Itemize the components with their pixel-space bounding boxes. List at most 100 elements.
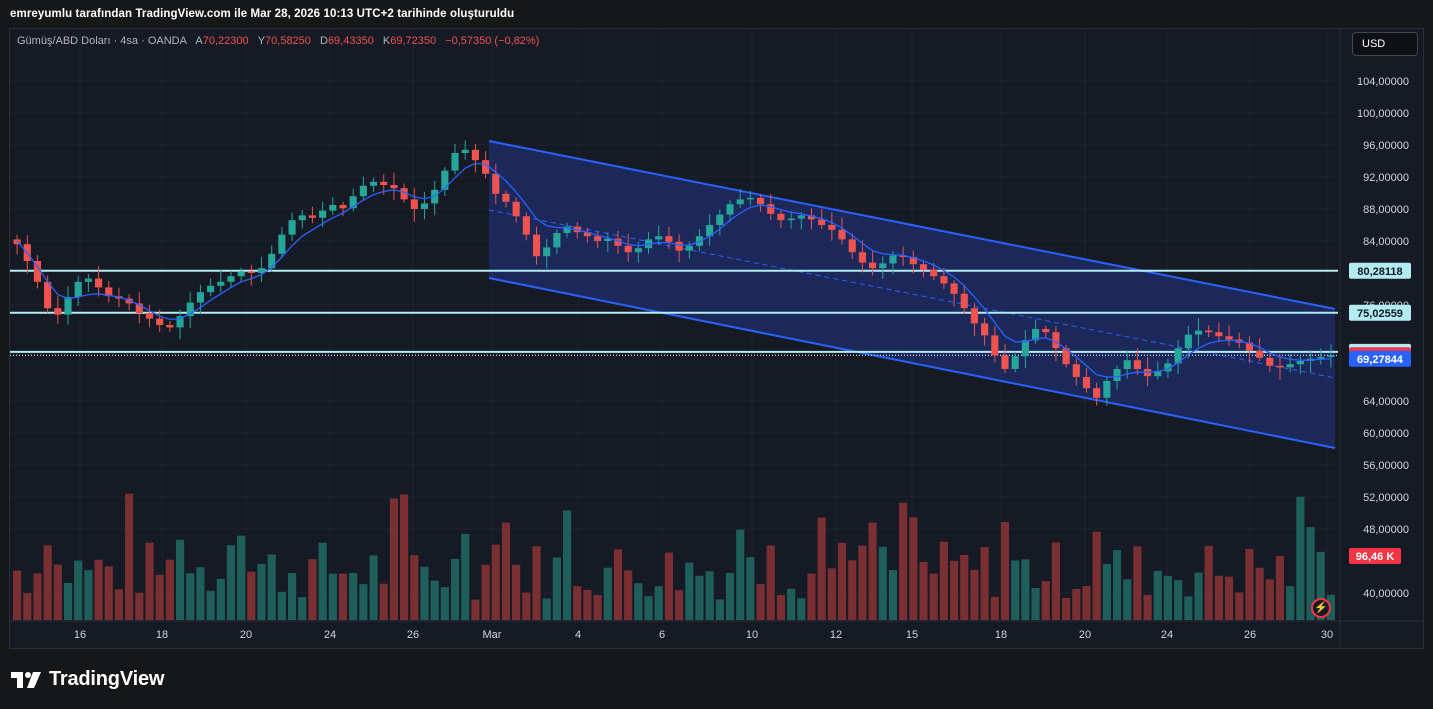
- candle-body: [1103, 381, 1111, 398]
- time-axis: 16 18 20 24 26 Mar 4 6 10 12 15 18 20 24 26 30: [74, 629, 1333, 641]
- candle-body: [461, 149, 469, 153]
- candle-body: [84, 278, 92, 282]
- moving-average: [16, 162, 1331, 378]
- candle-body: [532, 234, 541, 257]
- volume-bar: [410, 555, 419, 620]
- volume-bar: [125, 493, 134, 620]
- price-axis: 104,00000 100,00000 96,00000 92,00000 88,000…: [1357, 76, 1409, 600]
- volume-bar: [1224, 576, 1234, 620]
- candle-body: [1113, 369, 1121, 381]
- candle-body: [176, 316, 184, 328]
- volume-bar: [980, 547, 989, 620]
- lightning-icon[interactable]: ⚡: [1311, 598, 1331, 618]
- symbol-name[interactable]: Gümüş/ABD Doları · 4sa · OANDA: [17, 35, 187, 47]
- volume-bar: [1204, 545, 1213, 620]
- candle-body: [1245, 342, 1253, 351]
- candle-body: [268, 253, 276, 269]
- volume-bar: [909, 517, 918, 620]
- price-tick-label: 88,00000: [1363, 204, 1409, 216]
- volume-bar: [237, 535, 246, 620]
- volume-bar: [746, 556, 755, 620]
- volume-bar: [1011, 560, 1020, 620]
- volume-bar: [695, 575, 704, 620]
- candle-body: [563, 226, 571, 233]
- volume-bar: [471, 599, 480, 620]
- price-tick-label: 52,00000: [1363, 492, 1409, 504]
- candle-body: [1123, 360, 1131, 369]
- candle-body: [736, 199, 744, 205]
- volume-bar: [1163, 575, 1173, 620]
- candle-body: [1011, 356, 1019, 369]
- volume-bar: [1245, 548, 1254, 620]
- candle-body: [1021, 340, 1029, 357]
- time-tick-label: 20: [240, 629, 252, 641]
- candle-body: [410, 199, 418, 209]
- volume-bar: [1082, 586, 1091, 620]
- candle-body: [1164, 363, 1172, 372]
- candle-body: [145, 313, 154, 319]
- level-badge-bg: [1349, 304, 1411, 321]
- volume-bar: [634, 583, 643, 620]
- volume-bar: [1112, 550, 1122, 620]
- price-tick-label: 96,00000: [1363, 140, 1409, 152]
- volume-bar: [298, 597, 307, 620]
- candle-body: [502, 193, 510, 202]
- time-tick-label: 18: [156, 629, 168, 641]
- volume-bar: [725, 572, 735, 620]
- volume-bar: [135, 592, 144, 620]
- volume-bar: [338, 573, 348, 620]
- candle-body: [74, 281, 82, 297]
- volume-badge-bg: [1349, 548, 1401, 564]
- candle-body: [746, 197, 754, 200]
- candle-body: [156, 318, 164, 325]
- price-tick-label: 104,00000: [1357, 76, 1409, 88]
- time-tick-label: 15: [906, 629, 918, 641]
- volume-bar: [552, 557, 561, 620]
- channel-lower-line: [488, 277, 1336, 449]
- candle-body: [319, 210, 327, 218]
- candle-body: [889, 255, 897, 264]
- volume-bar: [848, 560, 857, 620]
- candle-body: [1093, 388, 1101, 398]
- candle-body: [685, 245, 693, 251]
- currency-button[interactable]: USD: [1352, 32, 1418, 56]
- candle-body: [787, 218, 795, 221]
- volume-bar: [664, 552, 673, 620]
- volume-bar: [899, 502, 908, 620]
- candle-body: [757, 197, 765, 205]
- candle-body: [227, 276, 235, 282]
- candle-body: [1042, 329, 1050, 333]
- candle-body: [1072, 364, 1080, 377]
- volume-bar: [318, 542, 327, 620]
- volume-bar: [196, 567, 205, 620]
- price-tick-label: 64,00000: [1363, 396, 1409, 408]
- low-value: 69,43350: [327, 35, 374, 47]
- volume-bar: [1000, 521, 1010, 620]
- volume-bar: [84, 570, 93, 620]
- candle-body: [1205, 330, 1213, 333]
- volume-bar: [939, 541, 948, 620]
- candle-body: [196, 292, 204, 303]
- volume-bar: [94, 559, 103, 620]
- tradingview-logo[interactable]: TradingView: [11, 668, 164, 691]
- volume-bar: [461, 533, 470, 620]
- candle-body: [349, 196, 357, 209]
- volume-bar: [542, 598, 551, 620]
- volume-bar: [827, 568, 836, 620]
- volume-bar: [675, 590, 684, 620]
- volume-bar: [624, 570, 633, 620]
- close-value: 69,72350: [390, 35, 437, 47]
- volume-bar: [440, 587, 449, 620]
- volume-bar: [1214, 575, 1223, 620]
- candle-body: [207, 285, 215, 293]
- symbol-info-bar: Gümüş/ABD Doları · 4sa · OANDA A70,22300…: [17, 35, 539, 47]
- candle-body: [44, 281, 52, 309]
- candle-body: [960, 293, 968, 309]
- volume-bar: [512, 564, 521, 620]
- candle-body: [288, 220, 296, 235]
- volume-bar: [491, 544, 500, 620]
- candle-body: [217, 281, 225, 286]
- candle-body: [441, 170, 449, 190]
- candle-body: [1133, 360, 1141, 369]
